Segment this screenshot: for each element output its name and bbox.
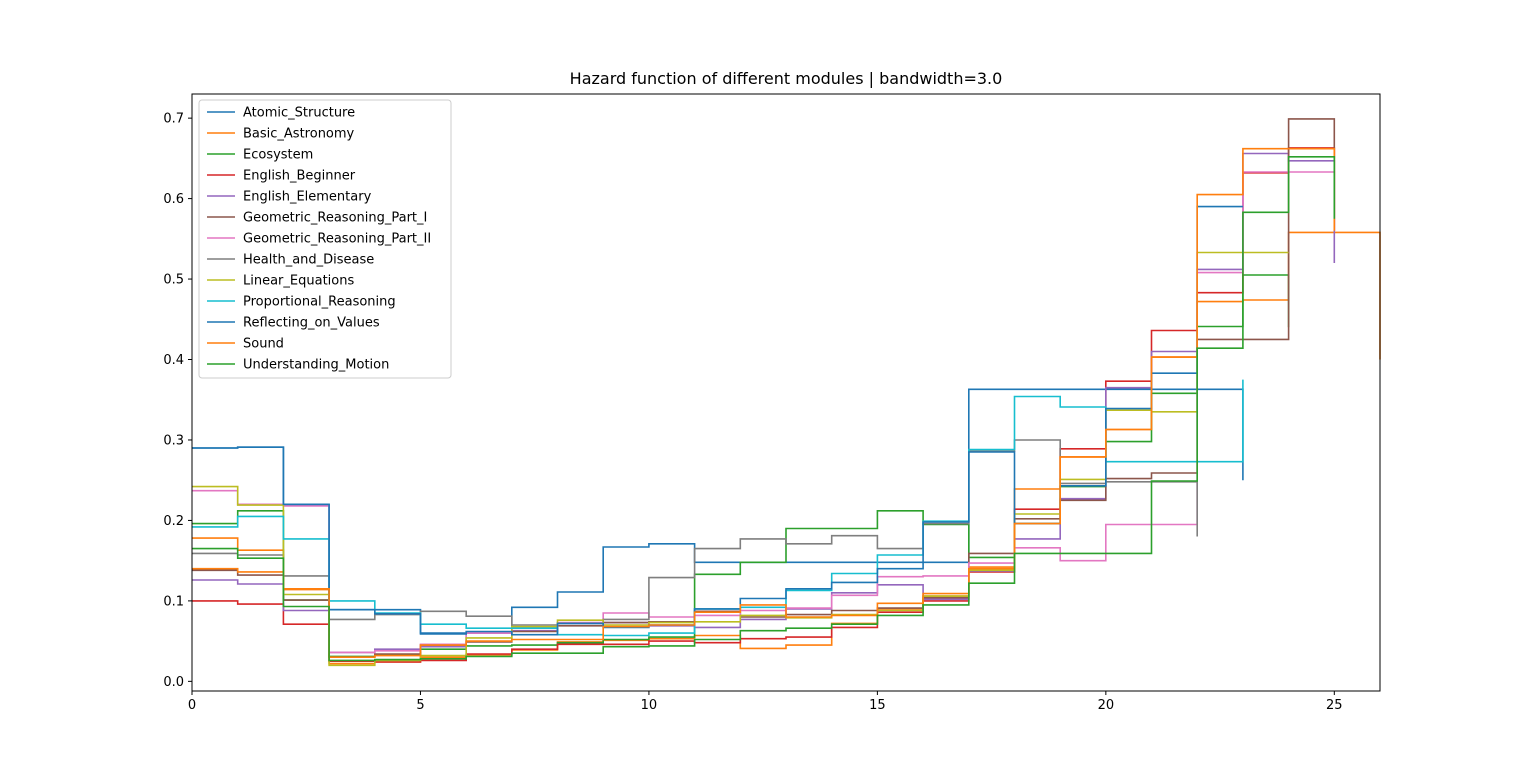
y-tick-label: 0.2 — [163, 514, 184, 529]
series-line-5 — [192, 118, 1336, 658]
legend-label-7: Health_and_Disease — [243, 253, 374, 268]
legend-label-1: Basic_Astronomy — [243, 127, 355, 142]
legend-label-5: Geometric_Reasoning_Part_I — [243, 211, 427, 226]
legend-label-4: English_Elementary — [243, 190, 372, 205]
legend-label-9: Proportional_Reasoning — [243, 295, 396, 310]
series-line-12 — [192, 156, 1336, 662]
y-axis: 0.0 0.1 0.2 0.3 0.4 0.5 0.6 0.7 — [163, 112, 192, 690]
y-tick-label: 0.5 — [163, 273, 184, 288]
y-tick-label: 0.0 — [163, 675, 184, 690]
legend-label-10: Reflecting_on_Values — [243, 316, 380, 331]
x-axis: 0 5 10 15 20 25 — [188, 691, 1343, 713]
y-tick-label: 0.4 — [163, 353, 184, 368]
legend-label-0: Atomic_Structure — [243, 106, 355, 121]
x-tick-label: 10 — [641, 698, 658, 713]
legend-label-12: Understanding_Motion — [243, 358, 389, 373]
x-tick-label: 5 — [416, 698, 424, 713]
series-line-11 — [192, 147, 1336, 658]
x-tick-label: 20 — [1098, 698, 1115, 713]
y-tick-label: 0.7 — [163, 112, 184, 127]
series-layer — [192, 118, 1381, 667]
x-tick-label: 25 — [1326, 698, 1343, 713]
legend-box — [198, 99, 452, 379]
legend-label-11: Sound — [243, 337, 284, 352]
y-tick-label: 0.3 — [163, 433, 184, 448]
x-tick-label: 15 — [869, 698, 886, 713]
series-line-8 — [192, 251, 1289, 667]
legend: Atomic_Structure Basic_Astronomy Ecosystem… — [198, 99, 452, 379]
y-tick-label: 0.6 — [163, 192, 184, 207]
legend-label-2: Ecosystem — [243, 148, 313, 163]
x-tick-label: 0 — [188, 698, 196, 713]
legend-label-8: Linear_Equations — [243, 274, 354, 289]
series-line-3 — [192, 147, 1336, 663]
legend-label-3: English_Beginner — [243, 169, 356, 184]
chart-title: Hazard function of different modules | b… — [570, 69, 1003, 88]
plot-frame — [191, 93, 1381, 692]
y-tick-label: 0.1 — [163, 594, 184, 609]
legend-label-6: Geometric_Reasoning_Part_II — [243, 232, 431, 247]
